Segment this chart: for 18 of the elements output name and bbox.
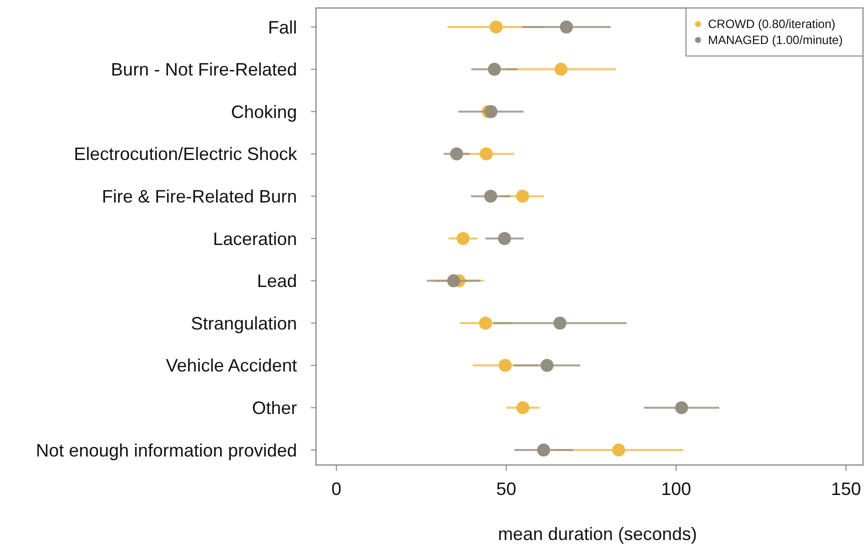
- x-tick-label: 0: [331, 479, 342, 499]
- y-tick-label: Not enough information provided: [36, 440, 297, 460]
- y-tick-label: Other: [252, 398, 297, 418]
- y-tick-label: Fall: [268, 17, 297, 38]
- y-tick-label: Electrocution/Electric Shock: [74, 144, 298, 164]
- y-tick-label: Choking: [230, 102, 297, 122]
- y-tick-label: Laceration: [212, 228, 297, 249]
- y-tick-label: Vehicle Accident: [166, 356, 297, 376]
- y-tick-label: Fire & Fire-Related Burn: [102, 186, 297, 206]
- y-tick-label: Burn - Not Fire-Related: [110, 60, 297, 80]
- legend-label: MANAGED (1.00/minute): [708, 33, 843, 48]
- x-tick-label: 50: [496, 479, 516, 499]
- x-tick-label: 150: [830, 479, 862, 499]
- legend-label: CROWD (0.80/iteration): [708, 17, 836, 32]
- x-tick-label: 100: [661, 479, 692, 499]
- y-tick-label: Strangulation: [190, 313, 297, 334]
- y-tick-label: Lead: [256, 271, 297, 292]
- x-axis-title: mean duration (seconds): [498, 524, 698, 544]
